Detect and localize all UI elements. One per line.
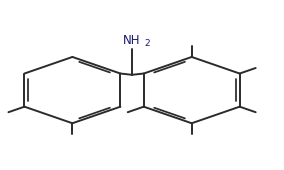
Text: NH: NH <box>123 34 140 47</box>
Text: 2: 2 <box>145 39 150 48</box>
